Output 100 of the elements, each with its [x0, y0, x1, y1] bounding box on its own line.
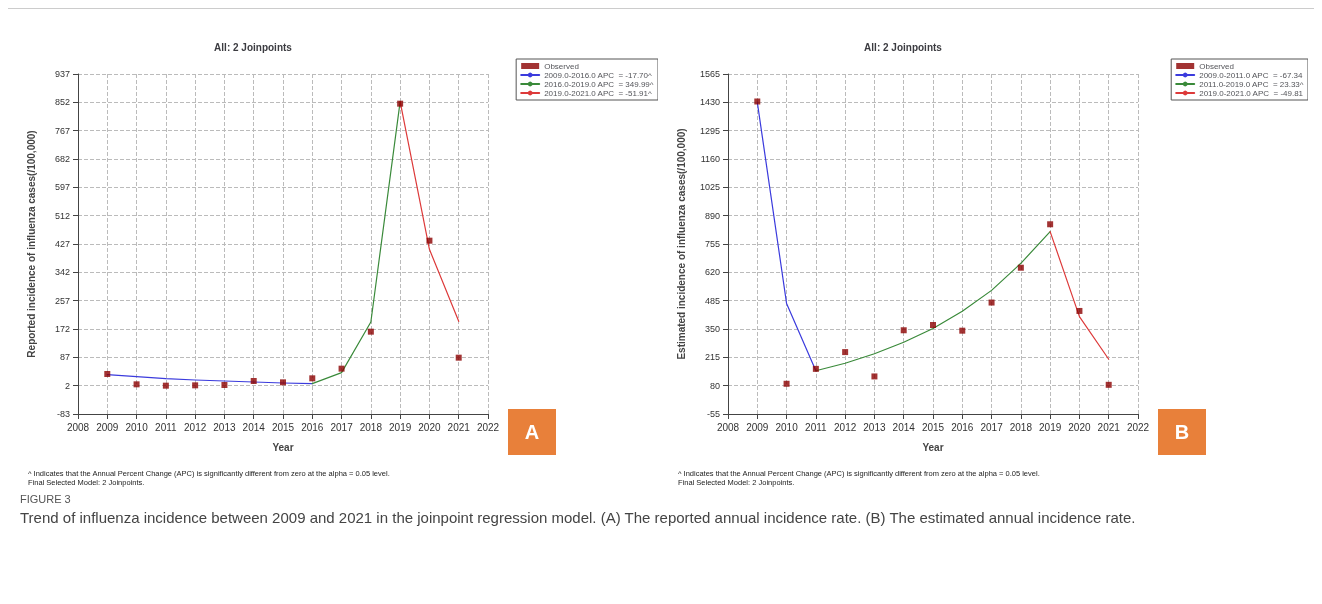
x-tick-label: 2010 — [125, 421, 149, 433]
point — [338, 365, 345, 372]
legend-label: 2009.0-2011.0 APC = -67.34 — [1199, 70, 1304, 80]
y-tick-label: 87 — [59, 352, 70, 363]
point — [133, 381, 140, 388]
x-tick-label: 2018 — [359, 421, 383, 433]
y-tick-label: 427 — [54, 239, 70, 249]
text: A — [508, 409, 556, 455]
y-tick-label: 2 — [64, 380, 70, 391]
y-tick-label: 1295 — [699, 125, 720, 136]
y-tick-label: 215 — [704, 352, 720, 363]
x-tick-label: 2014 — [892, 421, 916, 433]
chart-title: All: 2 Joinpoints — [864, 41, 943, 53]
x-tick-label: 2015 — [271, 421, 295, 433]
legend-label: 2011.0-2019.0 APC = 23.33^ — [1199, 79, 1304, 89]
y-axis-title: Estimated incidence of influenza cases(/100,000) — [675, 128, 687, 360]
x-tick-label: 2019 — [1039, 421, 1062, 433]
y-tick-label: 755 — [704, 239, 720, 249]
y-tick-label: 682 — [54, 154, 70, 164]
point — [1105, 381, 1112, 388]
y-tick-label: 485 — [704, 295, 720, 306]
point — [192, 382, 199, 389]
point — [455, 354, 462, 361]
x-tick-label: 2008 — [716, 421, 740, 433]
point — [397, 100, 404, 107]
y-tick-label: 1565 — [699, 69, 720, 79]
y-tick-label: 767 — [54, 125, 70, 136]
point — [988, 299, 995, 306]
y-tick-label: 350 — [704, 324, 720, 334]
legend-label: 2019.0-2021.0 APC = -51.91^ — [544, 88, 653, 98]
caption: FIGURE 3 — [20, 493, 72, 505]
point — [1076, 307, 1083, 314]
point — [280, 379, 286, 386]
y-tick-label: 890 — [704, 210, 720, 221]
legend-label: Observed — [544, 61, 579, 71]
x-tick-label: 2016 — [301, 421, 324, 433]
x-tick-label: 2020 — [418, 421, 441, 433]
y-tick-label: 1430 — [699, 97, 720, 108]
y-tick-label: 937 — [54, 69, 70, 79]
point — [871, 373, 878, 380]
text: Trend of influenza incidence between 2009 and 2021 in the joinpoint regression model. (A) The reported annual incidence rate. (B) The estimated annual incidence rate. — [20, 509, 1137, 526]
x-axis-title: Year — [922, 441, 944, 453]
x-tick-label: 2017 — [330, 421, 354, 433]
x-tick-label: 2022 — [1126, 421, 1150, 433]
x-tick-label: 2010 — [775, 421, 799, 433]
y-tick-label: 80 — [709, 380, 720, 391]
legend-label: Observed — [1199, 61, 1234, 71]
chart-title: All: 2 Joinpoints — [214, 41, 293, 53]
x-tick-label: 2013 — [213, 421, 236, 433]
x-tick-label: 2020 — [1068, 421, 1091, 433]
point — [367, 328, 374, 335]
point — [1017, 264, 1024, 271]
x-axis-title: Year — [272, 441, 294, 453]
x-tick-label: 2012 — [184, 421, 207, 433]
point — [1047, 221, 1054, 228]
y-tick-label: 1160 — [700, 154, 720, 164]
x-tick-label: 2012 — [834, 421, 857, 433]
y-axis-title: Reported incidence of influenza cases(/100,000) — [25, 130, 37, 358]
point — [250, 378, 257, 384]
x-tick-label: 2021 — [1097, 421, 1121, 433]
point — [900, 327, 907, 334]
x-tick-label: 2009 — [96, 421, 119, 433]
point — [783, 380, 790, 387]
point — [959, 327, 966, 334]
point — [754, 98, 761, 105]
x-tick-label: 2011 — [155, 421, 178, 433]
y-tick-label: 342 — [54, 267, 70, 278]
point — [309, 375, 316, 382]
x-tick-label: 2015 — [921, 421, 945, 433]
x-tick-label: 2021 — [447, 421, 471, 433]
y-tick-label: 1025 — [699, 182, 720, 193]
y-tick-label: 852 — [54, 97, 70, 108]
point — [812, 365, 819, 372]
x-tick-label: 2011 — [805, 421, 828, 433]
point — [162, 382, 169, 389]
y-tick-label: 512 — [54, 210, 70, 221]
y-tick-label: -55 — [706, 409, 720, 419]
legend-label: 2019.0-2021.0 APC = -49.81 — [1199, 88, 1304, 98]
text: B — [1158, 409, 1206, 455]
x-tick-label: 2016 — [951, 421, 974, 433]
x-tick-label: 2019 — [389, 421, 412, 433]
x-tick-label: 2017 — [980, 421, 1004, 433]
point — [104, 371, 111, 377]
y-tick-label: 172 — [54, 324, 70, 334]
point — [426, 237, 433, 244]
y-tick-label: 620 — [704, 267, 720, 278]
x-tick-label: 2022 — [476, 421, 500, 433]
x-tick-label: 2014 — [242, 421, 266, 433]
x-tick-label: 2009 — [746, 421, 769, 433]
y-tick-label: 597 — [54, 182, 70, 193]
legend-label: 2009.0-2016.0 APC = -17.70^ — [544, 70, 653, 80]
point — [221, 382, 228, 388]
y-tick-label: -83 — [56, 409, 70, 419]
legend-label: 2016.0-2019.0 APC = 349.99^ — [544, 79, 654, 89]
point — [930, 322, 936, 329]
x-tick-label: 2013 — [863, 421, 886, 433]
x-tick-label: 2018 — [1009, 421, 1033, 433]
point — [842, 349, 849, 356]
y-tick-label: 257 — [54, 295, 70, 306]
x-tick-label: 2008 — [66, 421, 90, 433]
